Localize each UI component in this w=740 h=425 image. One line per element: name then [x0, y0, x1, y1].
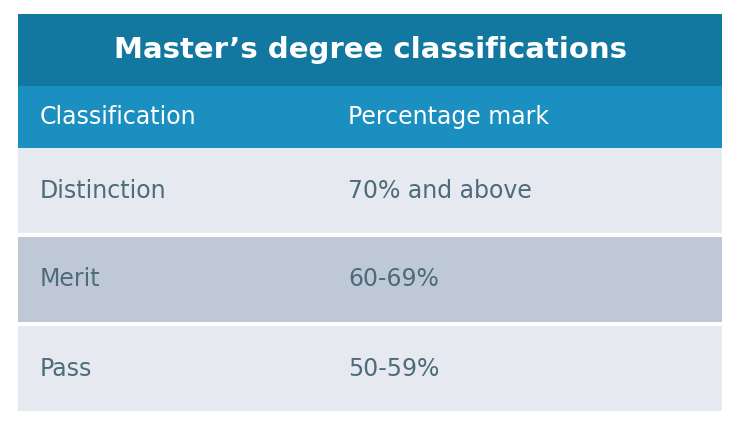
Bar: [18, 237, 722, 322]
Text: Master’s degree classifications: Master’s degree classifications: [113, 36, 627, 64]
Bar: [18, 14, 722, 86]
Text: Pass: Pass: [39, 357, 92, 380]
Text: 70% and above: 70% and above: [348, 178, 532, 202]
Text: 50-59%: 50-59%: [348, 357, 440, 380]
Bar: [18, 326, 722, 411]
Text: 60-69%: 60-69%: [348, 267, 439, 292]
Text: Percentage mark: Percentage mark: [348, 105, 549, 129]
Text: Classification: Classification: [39, 105, 196, 129]
Bar: [18, 86, 722, 148]
Text: Merit: Merit: [39, 267, 100, 292]
Bar: [18, 148, 722, 233]
Text: Distinction: Distinction: [39, 178, 166, 202]
